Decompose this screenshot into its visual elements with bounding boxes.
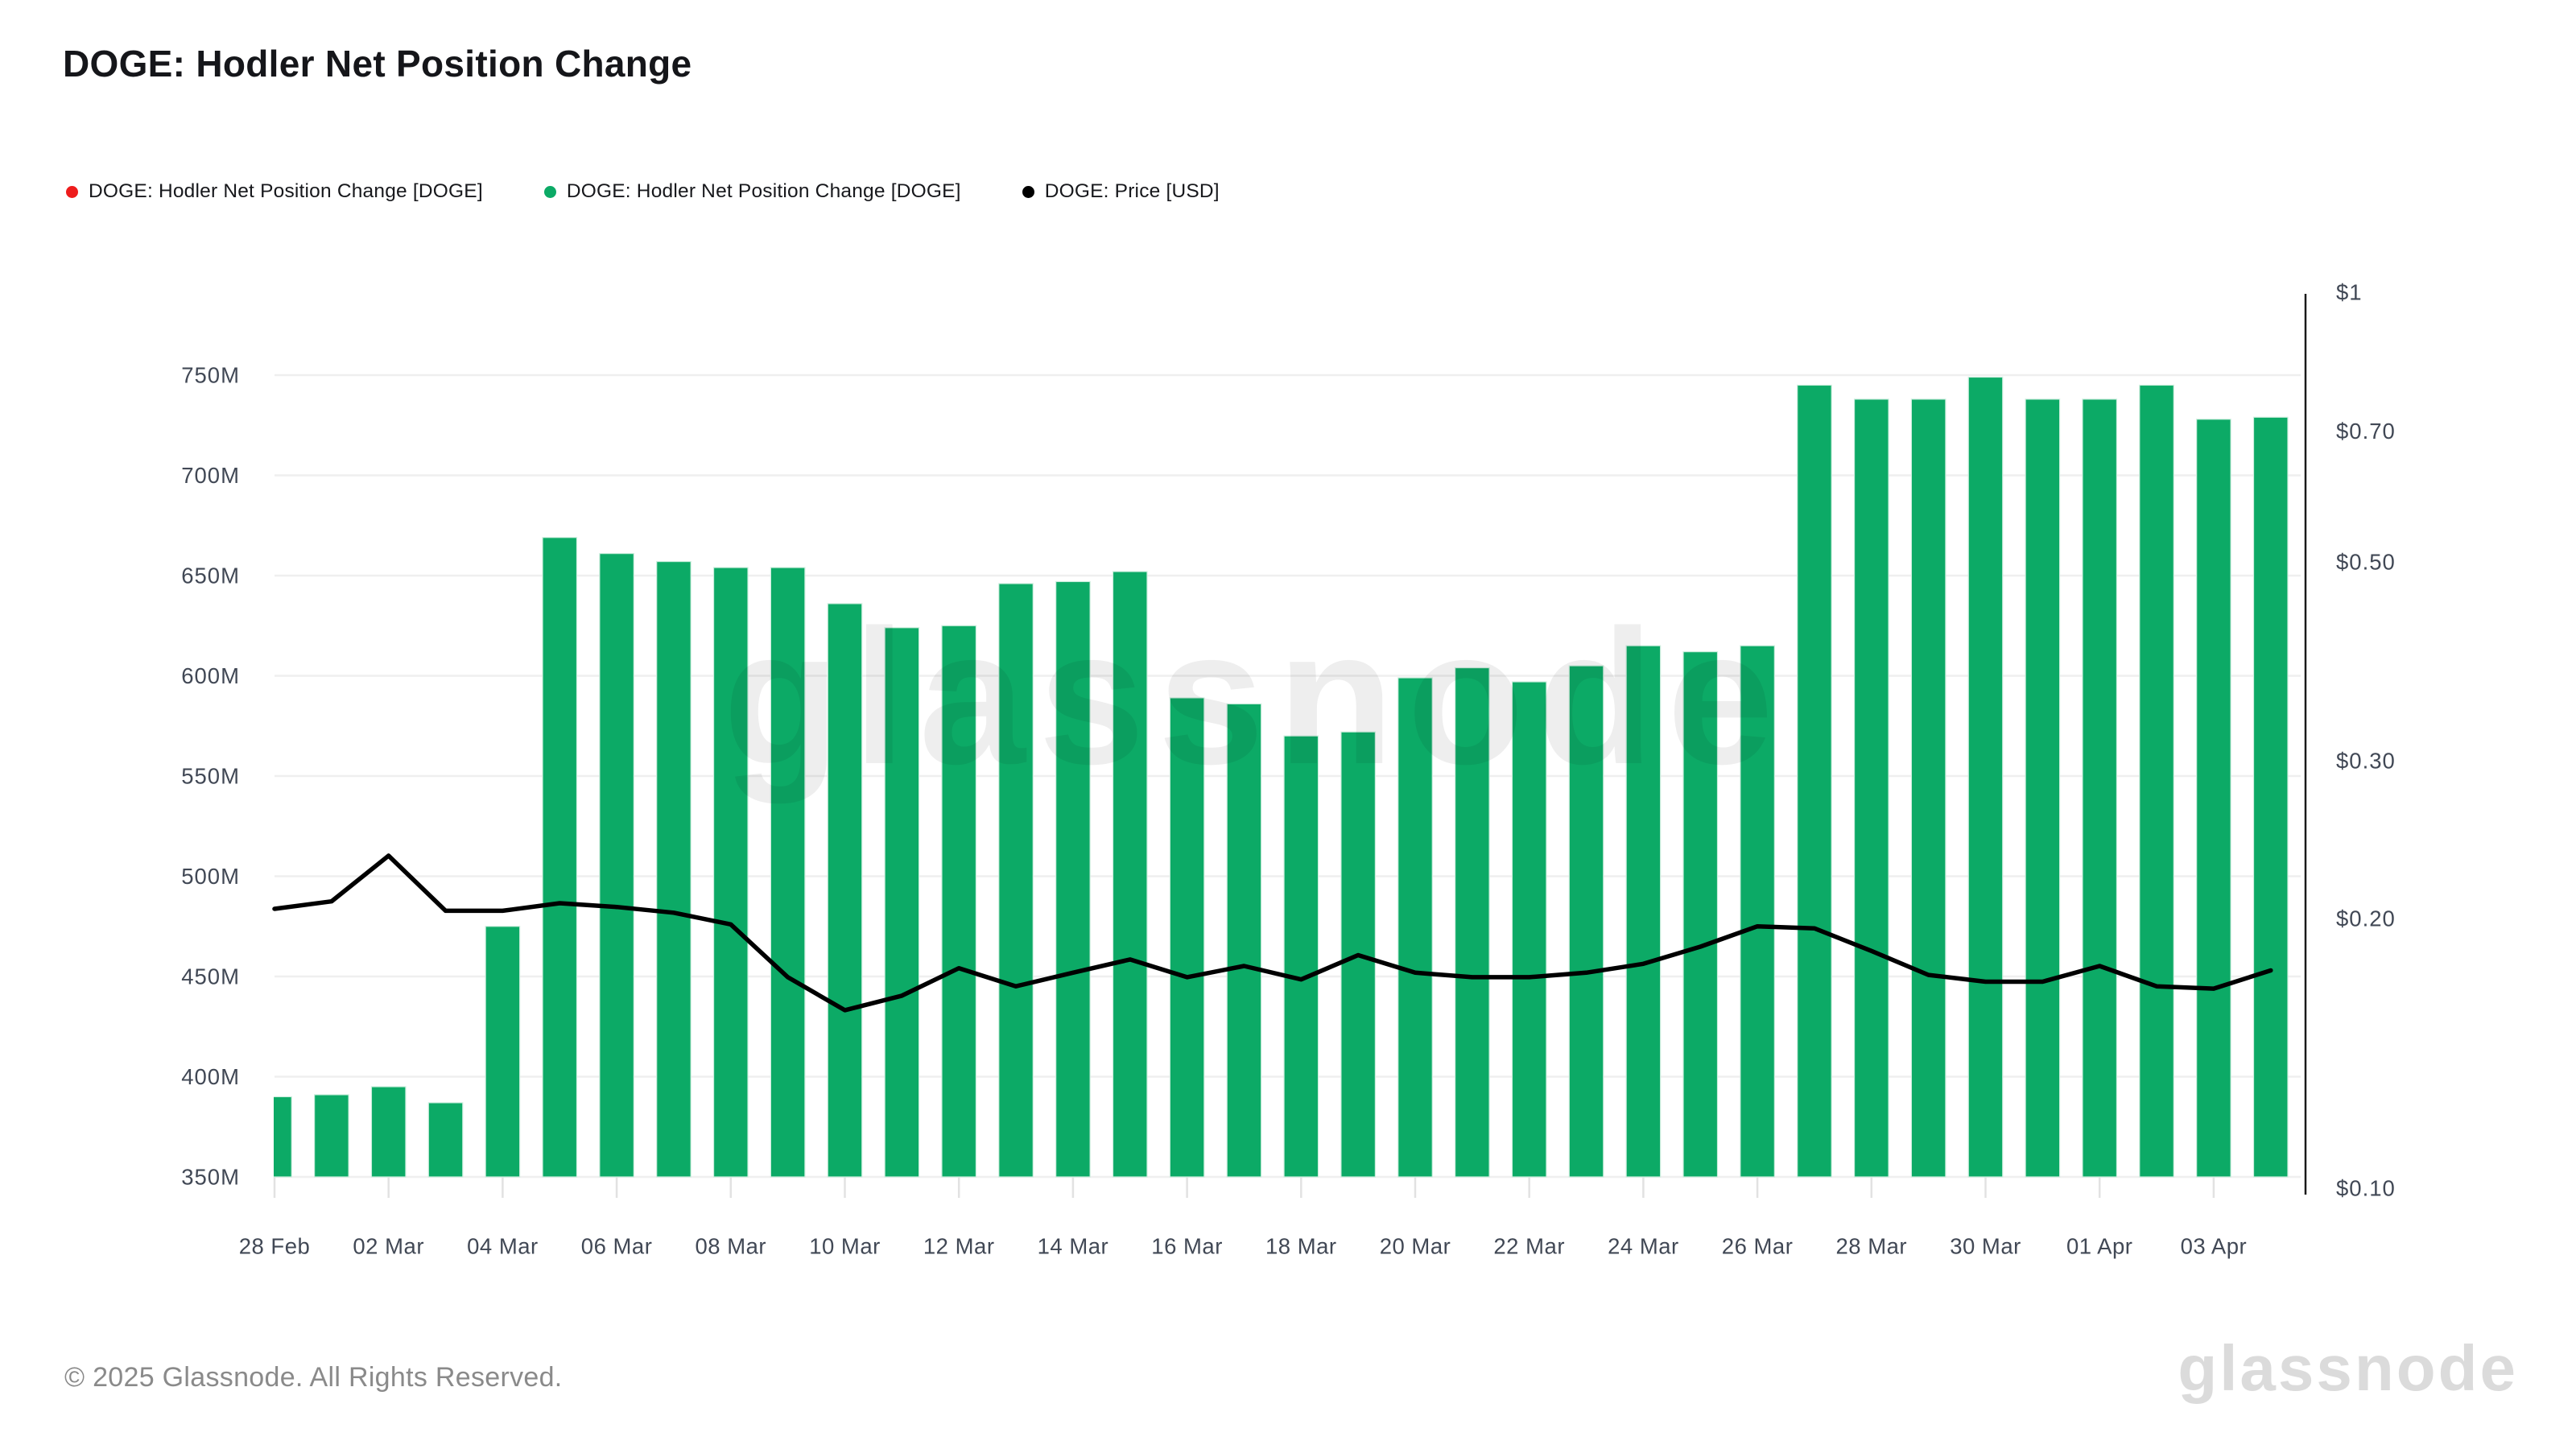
- x-axis-tick-label: 02 Mar: [353, 1234, 424, 1259]
- right-axis-tick-label: $0.50: [2336, 550, 2396, 575]
- bar: [1454, 667, 1490, 1178]
- right-axis-tick-label: $0.10: [2336, 1176, 2396, 1201]
- glassnode-logo: glassnode: [2178, 1332, 2518, 1404]
- x-axis-tick-label: 03 Apr: [2181, 1234, 2248, 1259]
- bar: [599, 553, 634, 1178]
- x-axis-tick-label: 08 Mar: [696, 1234, 767, 1259]
- legend-item-0[interactable]: DOGE: Hodler Net Position Change [DOGE]: [66, 180, 483, 203]
- bar: [2082, 398, 2118, 1178]
- left-axis-tick-label: 550M: [181, 764, 240, 789]
- left-axis-tick-label: 350M: [181, 1165, 240, 1190]
- bar: [1511, 681, 1547, 1178]
- bar: [1169, 697, 1205, 1178]
- bar: [542, 537, 578, 1178]
- left-axis-tick-label: 700M: [181, 463, 240, 488]
- bar: [1625, 645, 1662, 1178]
- bar: [1226, 703, 1262, 1178]
- bar: [314, 1094, 349, 1178]
- bar: [827, 603, 863, 1178]
- bar: [1283, 735, 1319, 1178]
- x-axis-tick-label: 12 Mar: [923, 1234, 995, 1259]
- right-axis-tick-label: $0.30: [2336, 748, 2396, 773]
- bar: [1797, 384, 1832, 1178]
- x-axis-tick-label: 26 Mar: [1722, 1234, 1794, 1259]
- bar: [998, 583, 1034, 1178]
- x-axis-tick-label: 24 Mar: [1608, 1234, 1679, 1259]
- bar: [2139, 384, 2174, 1178]
- left-axis-tick-label: 450M: [181, 964, 240, 989]
- legend: DOGE: Hodler Net Position Change [DOGE] D…: [66, 180, 1220, 203]
- bar: [427, 1102, 464, 1178]
- x-axis-tick-label: 06 Mar: [581, 1234, 653, 1259]
- legend-dot-icon: [543, 185, 556, 198]
- legend-item-label: DOGE: Price [USD]: [1044, 180, 1220, 202]
- bar: [2025, 398, 2061, 1178]
- legend-item-1[interactable]: DOGE: Hodler Net Position Change [DOGE]: [543, 180, 961, 203]
- right-axis-tick-label: $0.20: [2336, 906, 2396, 931]
- x-axis-tick-label: 16 Mar: [1151, 1234, 1223, 1259]
- bar: [2252, 416, 2289, 1178]
- bar: [1740, 645, 1775, 1178]
- x-axis-labels: 28 Feb 02 Mar 04 Mar 06 Mar 08 Mar 10 Mar 12 M…: [239, 1234, 2247, 1259]
- legend-dot-icon: [1022, 185, 1034, 198]
- bar: [1568, 665, 1604, 1178]
- bar: [1055, 580, 1091, 1178]
- left-axis-tick-label: 500M: [181, 864, 240, 889]
- bar: [370, 1086, 407, 1178]
- legend-item-2[interactable]: DOGE: Price [USD]: [1022, 180, 1220, 203]
- bar: [712, 567, 749, 1178]
- x-axis-tick-label: 22 Mar: [1493, 1234, 1565, 1259]
- legend-item-label: DOGE: Hodler Net Position Change [DOGE]: [566, 180, 961, 202]
- legend-dot-icon: [66, 185, 78, 198]
- bar: [770, 567, 806, 1178]
- bar-series: [274, 376, 2289, 1178]
- left-axis-tick-label: 650M: [181, 564, 240, 588]
- right-axis-labels: $0.10 $0.20 $0.30 $0.50 $0.70 $1: [2336, 280, 2396, 1201]
- bar: [2196, 419, 2231, 1178]
- bar: [1967, 376, 2004, 1178]
- bar: [884, 627, 920, 1178]
- bar: [941, 625, 977, 1178]
- x-axis-tick-label: 01 Apr: [2066, 1234, 2133, 1259]
- left-axis-tick-label: 750M: [181, 363, 240, 388]
- right-axis-tick-label: $1: [2336, 280, 2363, 305]
- x-axis-tick-label: 28 Feb: [239, 1234, 311, 1259]
- bar: [1682, 651, 1719, 1178]
- x-tick-marks: [273, 1177, 2215, 1198]
- bar: [1112, 571, 1148, 1178]
- bar: [274, 1096, 292, 1178]
- x-axis-tick-label: 14 Mar: [1038, 1234, 1109, 1259]
- bar: [1853, 398, 1889, 1178]
- left-axis-labels: 350M 400M 450M 500M 550M 600M 650M 700M 750M: [181, 363, 240, 1190]
- x-axis-tick-label: 30 Mar: [1950, 1234, 2021, 1259]
- bar: [1910, 398, 1946, 1178]
- x-axis-tick-label: 04 Mar: [467, 1234, 539, 1259]
- copyright-text: © 2025 Glassnode. All Rights Reserved.: [64, 1362, 563, 1393]
- right-axis-tick-label: $0.70: [2336, 419, 2396, 444]
- x-axis-tick-label: 20 Mar: [1380, 1234, 1451, 1259]
- price-line: [272, 853, 2273, 1013]
- x-axis-tick-label: 10 Mar: [809, 1234, 881, 1259]
- left-axis-tick-label: 600M: [181, 663, 240, 688]
- bar: [485, 926, 521, 1178]
- bar: [656, 560, 691, 1178]
- x-axis-tick-label: 28 Mar: [1836, 1234, 1908, 1259]
- legend-item-label: DOGE: Hodler Net Position Change [DOGE]: [89, 180, 483, 202]
- page-title: DOGE: Hodler Net Position Change: [63, 43, 692, 85]
- x-axis-tick-label: 18 Mar: [1265, 1234, 1337, 1259]
- bar: [1397, 677, 1433, 1178]
- left-axis-tick-label: 400M: [181, 1064, 240, 1089]
